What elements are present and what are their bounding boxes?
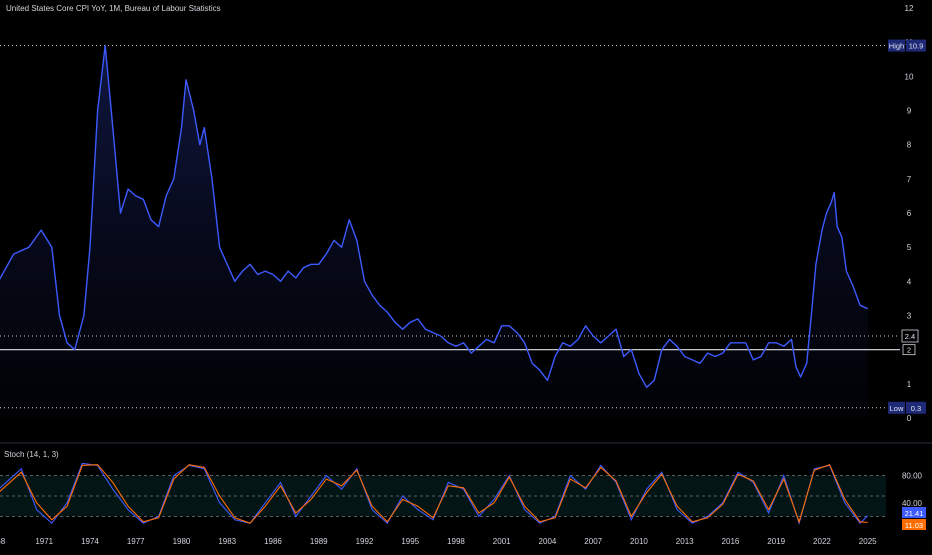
low-value: 0.3 [911, 404, 921, 413]
x-tick-label: 1998 [447, 537, 465, 546]
stoch-title: Stoch (14, 1, 3) [4, 450, 59, 459]
last-value-label: 2.4 [905, 332, 915, 341]
y-tick-label: 8 [907, 141, 912, 150]
x-tick-label: 968 [0, 537, 6, 546]
cpi-series-line [0, 44, 868, 388]
x-tick-label: 2016 [722, 537, 740, 546]
x-tick-label: 2022 [813, 537, 831, 546]
low-label: Low [890, 404, 904, 413]
stoch-y-tick-label: 40.00 [902, 499, 923, 508]
y-tick-label: 9 [907, 107, 912, 116]
y-tick-label: 5 [907, 243, 912, 252]
x-tick-label: 2007 [584, 537, 602, 546]
high-value: 10.9 [909, 42, 924, 51]
x-tick-label: 1986 [264, 537, 282, 546]
high-value-bg [906, 39, 926, 52]
reference-value-label: 2 [907, 346, 911, 355]
x-tick-label: 2001 [493, 537, 511, 546]
reference-value-bg [902, 344, 916, 356]
stoch-k-value: 21.41 [905, 509, 924, 518]
stoch-k-value-bg [902, 507, 926, 518]
x-tick-label: 2025 [859, 537, 877, 546]
y-tick-label: 0 [907, 414, 912, 423]
x-tick-label: 2019 [767, 537, 785, 546]
x-tick-label: 2010 [630, 537, 648, 546]
chart-title: United States Core CPI YoY, 1M, Bureau o… [6, 4, 221, 13]
y-tick-label: 1 [907, 380, 912, 389]
low-value-bg [906, 401, 926, 414]
x-tick-label: 1977 [127, 537, 145, 546]
x-tick-label: 2013 [676, 537, 694, 546]
high-label: High [889, 42, 904, 51]
x-tick-label: 1974 [81, 537, 99, 546]
y-tick-label: 6 [907, 209, 912, 218]
x-tick-label: 1971 [35, 537, 53, 546]
y-tick-label: 4 [907, 277, 912, 286]
stoch-d-value: 11.03 [905, 521, 923, 530]
x-tick-label: 1989 [310, 537, 328, 546]
x-tick-label: 1995 [401, 537, 419, 546]
y-tick-label: 3 [907, 312, 912, 321]
y-tick-label: 10 [905, 72, 914, 81]
stoch-series-d [0, 464, 868, 524]
stoch-d-value-bg [902, 519, 926, 530]
y-tick-label: 7 [907, 175, 912, 184]
last-value-bg [901, 329, 919, 343]
low-label-bg [888, 401, 905, 414]
x-tick-label: 1992 [356, 537, 374, 546]
cpi-area-fill [0, 45, 868, 418]
x-tick-label: 1983 [218, 537, 236, 546]
high-label-bg [888, 39, 905, 52]
stoch-y-tick-label: 80.00 [902, 472, 923, 481]
x-tick-label: 1980 [173, 537, 191, 546]
x-tick-label: 2004 [539, 537, 557, 546]
y-tick-label: 12 [905, 4, 914, 13]
